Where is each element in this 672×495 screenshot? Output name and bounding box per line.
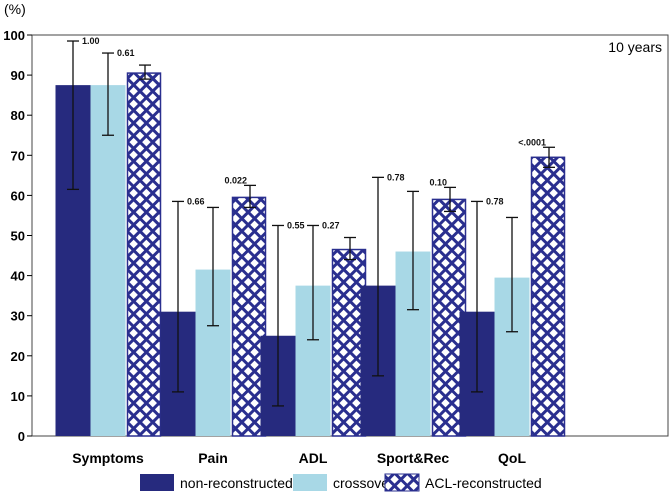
p-value-label: 0.78 xyxy=(387,172,405,182)
y-tick-label: 60 xyxy=(11,188,25,203)
y-tick-label: 90 xyxy=(11,68,25,83)
bar-ACL-reconstructed xyxy=(231,196,267,437)
legend-label: crossover xyxy=(333,475,394,491)
y-tick-label: 10 xyxy=(11,389,25,404)
legend-label: non-reconstructed xyxy=(180,475,293,491)
y-tick-label: 80 xyxy=(11,108,25,123)
x-tick-label: Symptoms xyxy=(72,450,144,466)
x-tick-label: Sport&Rec xyxy=(377,450,450,466)
y-tick-label: 100 xyxy=(3,28,25,43)
y-tick-label: 40 xyxy=(11,269,25,284)
p-value-label: <.0001 xyxy=(518,137,546,147)
legend-swatch-ACL-reconstructed xyxy=(384,473,420,492)
legend-label: ACL-reconstructed xyxy=(425,475,542,491)
p-value-label: 0.10 xyxy=(429,177,447,187)
p-value-label: 0.66 xyxy=(187,196,205,206)
p-value-label: 0.78 xyxy=(486,196,504,206)
bar-crossover xyxy=(90,85,126,436)
bar-ACL-reconstructed xyxy=(530,156,566,437)
y-tick-label: 30 xyxy=(11,309,25,324)
bar-ACL-reconstructed xyxy=(126,72,162,437)
y-tick-label: 50 xyxy=(11,229,25,244)
p-value-label: 1.00 xyxy=(82,36,100,46)
p-value-label: 0.27 xyxy=(322,220,340,230)
legend-swatch-crossover xyxy=(293,474,327,491)
x-tick-label: ADL xyxy=(299,450,328,466)
y-tick-label: 20 xyxy=(11,349,25,364)
y-tick-label: 70 xyxy=(11,148,25,163)
p-value-label: 0.55 xyxy=(287,220,305,230)
p-value-label: 0.61 xyxy=(117,48,135,58)
legend-swatch-non-reconstructed xyxy=(140,474,174,491)
chart-annotation: 10 years xyxy=(608,39,662,55)
bar-ACL-reconstructed xyxy=(331,248,367,437)
p-value-label: 0.022 xyxy=(224,175,247,185)
y-tick-label: 0 xyxy=(18,429,25,444)
y-axis-label: (%) xyxy=(4,1,26,17)
x-tick-label: Pain xyxy=(198,450,228,466)
x-tick-label: QoL xyxy=(498,450,526,466)
